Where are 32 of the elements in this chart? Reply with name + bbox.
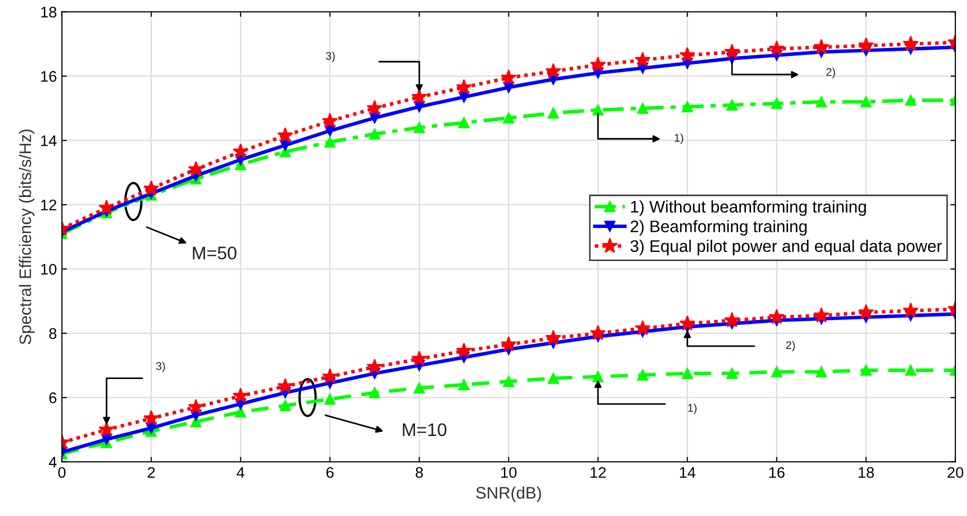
annotation: M=50 bbox=[192, 246, 236, 260]
y-tick-label: 18 bbox=[41, 6, 56, 18]
legend-label: 1) Without beamforming training bbox=[631, 200, 866, 216]
y-tick-label: 10 bbox=[41, 264, 56, 275]
y-tick-label: 14 bbox=[41, 135, 57, 146]
annotation: 1) bbox=[674, 134, 684, 144]
x-tick-label: 8 bbox=[416, 467, 423, 478]
x-tick-label: 2 bbox=[148, 467, 155, 478]
y-tick-label: 8 bbox=[49, 328, 56, 339]
annotation: 2) bbox=[786, 340, 795, 352]
y-tick-label: 16 bbox=[41, 71, 56, 82]
x-tick-label: 0 bbox=[58, 467, 66, 478]
legend-label: 2) Beamforming training bbox=[630, 220, 807, 236]
annotation: 2) bbox=[826, 68, 836, 78]
y-tick-label: 6 bbox=[49, 392, 56, 404]
annotation: 3) bbox=[326, 52, 335, 62]
x-tick-label: 6 bbox=[326, 467, 334, 478]
x-tick-label: 10 bbox=[501, 467, 517, 478]
x-tick-label: 20 bbox=[948, 467, 964, 478]
annotation: 3) bbox=[156, 362, 165, 372]
y-tick-label: 12 bbox=[41, 200, 56, 210]
annotation: M=10 bbox=[402, 423, 446, 436]
x-tick-label: 14 bbox=[680, 467, 696, 478]
x-tick-label: 4 bbox=[236, 467, 244, 478]
annotation: 1) bbox=[688, 404, 697, 414]
x-tick-label: 16 bbox=[769, 467, 785, 478]
x-tick-label: 18 bbox=[858, 467, 874, 478]
x-tick-label: 12 bbox=[590, 467, 606, 478]
y-axis-title: Spectral Efficiency (bits/s/Hz) bbox=[18, 130, 34, 344]
y-tick-label: 4 bbox=[48, 456, 57, 468]
x-axis-title: SNR(dB) bbox=[476, 486, 541, 502]
legend-label: 3) Equal pilot power and equal data power bbox=[630, 240, 942, 256]
